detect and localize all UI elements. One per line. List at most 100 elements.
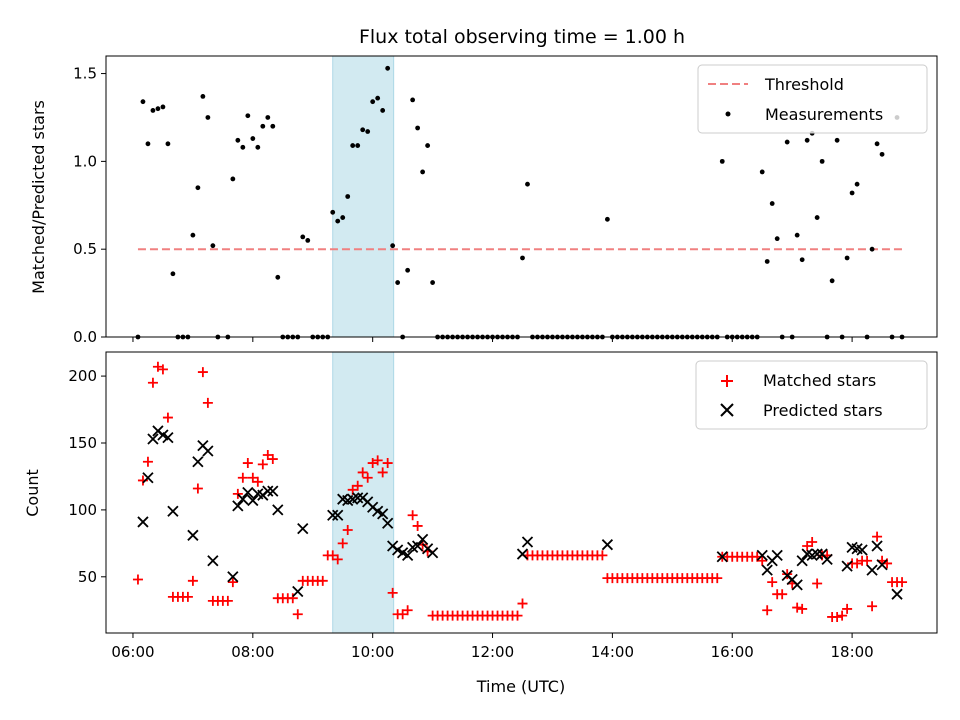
matched-star-point [862,555,873,566]
matched-star-point [837,610,848,621]
measurement-point [160,104,166,110]
matched-star-point [182,591,193,602]
measurement-point [849,190,855,196]
predicted-star-point [202,445,214,457]
y-tick-label: 100 [68,501,97,519]
measurement-point [415,125,421,131]
measurement-point [240,144,246,150]
matched-star-point [712,573,723,584]
matched-star-point [147,377,158,388]
matched-star-point [252,476,263,487]
matched-star-point [842,603,853,614]
matched-star-point [242,458,253,469]
legend-predicted-swatch [720,403,734,417]
predicted-star-point [167,505,179,517]
predicted-star-point [891,588,903,600]
x-axis-label: Time (UTC) [476,677,565,696]
highlight-span-top [332,55,395,338]
predicted-star-point [796,555,808,567]
predicted-star-point [601,539,614,551]
matched-star-point [377,467,388,478]
measurement-point [265,115,271,120]
predicted-star-point [521,536,534,548]
predicted-star-point [162,432,174,444]
measurement-point [305,238,311,243]
measurement-point [869,246,875,252]
predicted-star-point [292,585,304,598]
matched-star-point [812,578,823,589]
measurement-point [854,181,860,187]
measurement-point [844,255,850,261]
observation-window [332,55,395,338]
legend-matched-label: Matched stars [763,371,876,390]
measurement-point [405,267,411,273]
matched-star-point [342,524,353,535]
matched-star-point [202,397,213,408]
matched-star-point [517,598,528,609]
predicted-star-point [821,553,833,566]
x-tick-label: 10:00 [351,643,394,661]
matched-star-point [402,605,413,616]
measurement-point [430,280,436,285]
matched-star-point [412,520,423,531]
matched-star-point [757,555,768,566]
y-tick-label: 150 [68,434,97,452]
y-tick-label: 1.5 [73,65,97,83]
plot-frame-bottom [105,351,938,634]
measurement-point [155,106,161,112]
predicted-star-point [187,529,199,541]
measurement-point [385,65,391,71]
measurement-point [774,236,780,242]
predicted-star-point [242,486,254,499]
predicted-star-point [756,549,768,562]
matched-star-point [897,577,908,588]
predicted-star-point [841,560,853,572]
matched-star-point [157,364,168,375]
matched-star-point [597,550,608,561]
legend-matched-swatch [721,375,733,387]
observation-window [332,351,395,634]
predicted-star-point [411,540,424,552]
measurement-point [230,176,236,182]
matched-star-point [387,587,398,598]
matched-star-point [362,472,373,483]
measurement-point [380,108,386,113]
predicted-star-point [416,533,429,545]
predicted-star-point [227,571,239,583]
matched-star-point [162,412,173,423]
legend-frame-top [697,64,928,134]
predicted-star-point [192,456,204,468]
legend-measurements-swatch [725,111,731,117]
predicted-star-point [262,485,274,497]
measurement-point [395,280,401,285]
measurement-point [370,99,376,105]
x-tick-label: 12:00 [471,643,514,661]
highlight-span-bottom [332,351,395,634]
measurement-point [879,151,885,157]
matched-star-point [227,577,238,588]
measurement-point [250,136,256,141]
x-tick-label: 06:00 [111,643,154,661]
matched-star-point [797,603,808,614]
measurement-point [819,158,825,164]
matched-star-point [142,456,153,467]
y-axis-label-bottom: Count [23,469,42,517]
predicted-star-point [297,522,309,535]
y-axis-top: 0.0 0.5 1.0 1.5 [73,65,106,346]
measurement-point [335,218,341,224]
measurement-point [300,234,306,240]
predicted-star-point [147,433,159,445]
y-axis-label-top: Matched/Predicted stars [29,100,48,294]
matched-star-point [257,459,268,470]
predicted-star-point [716,551,728,563]
chart-title: Flux total observing time = 1.00 h [359,26,685,48]
predicted-star-point [426,547,439,559]
predicted-star-point [267,485,279,497]
matched-star-point [337,538,348,549]
measurement-point [769,201,775,206]
measurement-point [834,137,840,143]
plot-frame-top [105,55,938,338]
panel-top: 0.0 0.5 1.0 1.5 Matched/Predicted stars Thr… [29,55,938,346]
matched-star-point [332,554,343,565]
